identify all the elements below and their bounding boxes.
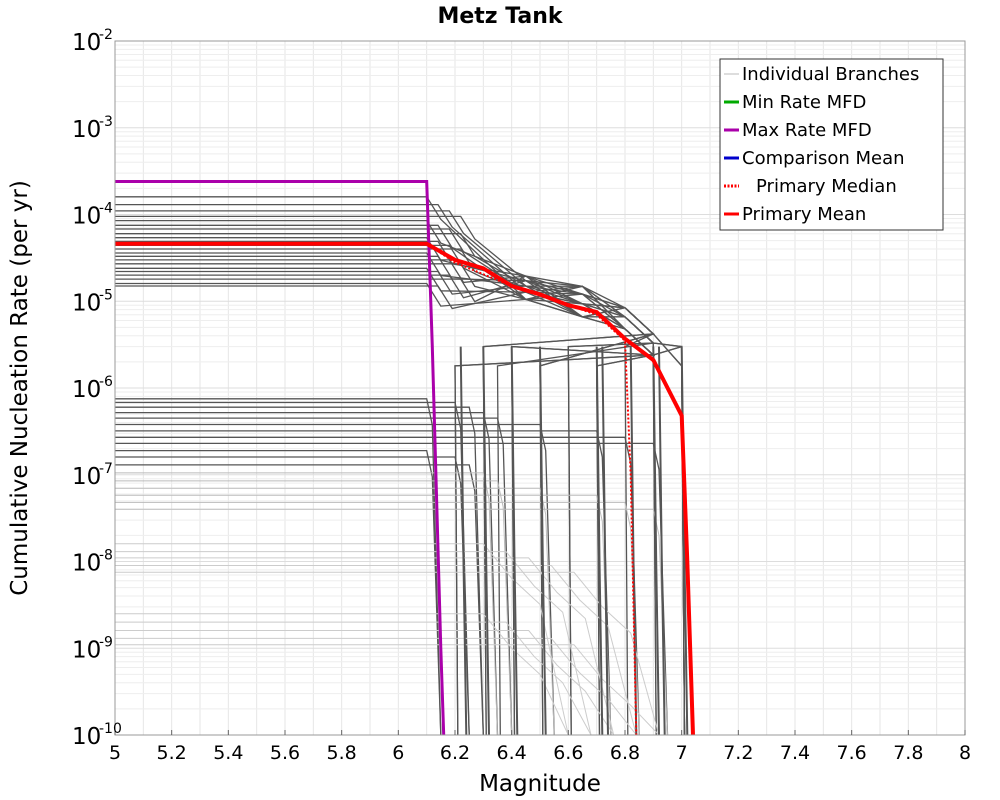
y-tick-label: 10 bbox=[72, 377, 101, 403]
y-tick-label: 10 bbox=[72, 637, 101, 663]
branch-line bbox=[115, 543, 569, 736]
legend-label: Max Rate MFD bbox=[742, 120, 872, 141]
branch-line bbox=[115, 285, 686, 736]
y-tick-label: 10 bbox=[72, 117, 101, 143]
branch-line bbox=[115, 630, 615, 736]
x-axis-label: Magnitude bbox=[479, 771, 601, 797]
branch-line bbox=[115, 275, 686, 736]
x-tick-label: 7.2 bbox=[723, 742, 753, 764]
branch-line bbox=[115, 406, 484, 736]
branch-line bbox=[115, 401, 470, 736]
x-axis-ticks: 5 5.2 5.4 5.6 5.8 6 6.2 6.4 6.6 6.8 7 7.2 7.4 7.6 7.8 8 bbox=[109, 730, 971, 764]
x-tick-label: 6.2 bbox=[440, 742, 470, 764]
branch-line bbox=[115, 411, 499, 736]
y-tick-exponent: -9 bbox=[99, 634, 113, 650]
branch-drop-line bbox=[601, 346, 609, 736]
x-tick-label: 5.8 bbox=[327, 742, 357, 764]
y-tick-label: 10 bbox=[72, 30, 101, 56]
y-tick-label: 10 bbox=[72, 464, 101, 490]
x-tick-label: 6.8 bbox=[610, 742, 640, 764]
branch-drop-line bbox=[482, 346, 490, 736]
branch-drop-line bbox=[510, 346, 519, 736]
branch-line bbox=[115, 480, 513, 736]
branch-line bbox=[115, 464, 484, 736]
x-tick-label: 7.4 bbox=[780, 742, 810, 764]
x-tick-label: 7.6 bbox=[837, 742, 867, 764]
legend-label: Min Rate MFD bbox=[742, 92, 866, 113]
x-tick-label: 5.2 bbox=[157, 742, 187, 764]
y-tick-exponent: -7 bbox=[99, 461, 113, 477]
branch-line bbox=[115, 449, 442, 736]
legend-label: Primary Mean bbox=[742, 204, 866, 225]
y-axis-label: Cumulative Nucleation Rate (per yr) bbox=[7, 180, 33, 596]
individual-branches bbox=[115, 196, 689, 736]
y-tick-exponent: -3 bbox=[99, 114, 113, 130]
branch-line bbox=[115, 274, 655, 736]
series-lines bbox=[115, 180, 695, 736]
y-tick-exponent: -2 bbox=[99, 27, 113, 43]
x-tick-label: 5.6 bbox=[270, 742, 300, 764]
y-tick-exponent: -10 bbox=[99, 721, 122, 737]
y-tick-exponent: -8 bbox=[99, 548, 113, 564]
y-tick-exponent: -4 bbox=[99, 201, 113, 217]
legend-label: Primary Median bbox=[756, 176, 897, 197]
branch-line bbox=[115, 637, 637, 736]
series-primary-mean bbox=[115, 241, 695, 736]
legend-label: Comparison Mean bbox=[742, 148, 905, 169]
grid bbox=[115, 41, 965, 736]
y-tick-label: 10 bbox=[72, 551, 101, 577]
branch-line bbox=[115, 613, 569, 736]
x-tick-label: 6.6 bbox=[553, 742, 583, 764]
y-axis-ticks: 10-210-310-410-510-610-710-810-910-10 bbox=[72, 27, 122, 750]
y-tick-exponent: -5 bbox=[99, 287, 113, 303]
branch-line bbox=[115, 621, 592, 736]
x-tick-label: 7 bbox=[676, 742, 688, 764]
legend: Individual Branches Min Rate MFD Max Rate … bbox=[719, 58, 944, 231]
y-tick-label: 10 bbox=[72, 290, 101, 316]
x-tick-label: 5 bbox=[109, 742, 121, 764]
branch-line bbox=[115, 557, 615, 736]
x-tick-label: 5.4 bbox=[213, 742, 243, 764]
branch-line bbox=[115, 565, 637, 736]
legend-box bbox=[719, 58, 944, 231]
chart-title: Metz Tank bbox=[437, 4, 563, 29]
y-tick-label: 10 bbox=[72, 724, 101, 750]
x-tick-label: 8 bbox=[959, 742, 971, 764]
branch-line bbox=[115, 398, 442, 736]
y-tick-exponent: -6 bbox=[99, 374, 113, 390]
branch-drop-line bbox=[595, 346, 604, 736]
series-max-rate-mfd bbox=[115, 180, 446, 736]
branch-drop-line bbox=[539, 346, 547, 736]
legend-label: Individual Branches bbox=[742, 64, 919, 85]
plot-frame bbox=[114, 40, 966, 736]
branch-line bbox=[115, 571, 660, 736]
branch-line bbox=[115, 551, 592, 736]
branch-drop-line bbox=[652, 346, 660, 736]
y-tick-label: 10 bbox=[72, 204, 101, 230]
x-tick-label: 6 bbox=[392, 742, 404, 764]
x-tick-label: 6.4 bbox=[497, 742, 527, 764]
x-tick-label: 7.8 bbox=[893, 742, 923, 764]
branch-drop-line bbox=[658, 346, 666, 736]
branch-drop-line bbox=[459, 346, 468, 736]
